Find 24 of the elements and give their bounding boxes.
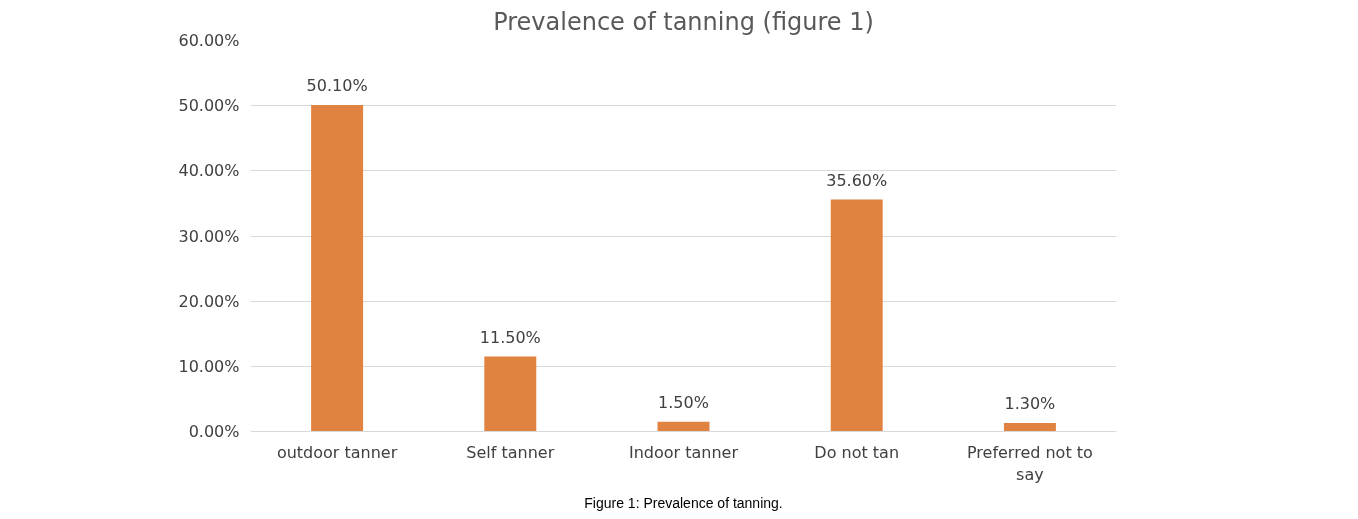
- y-tick-label: 10.00%: [178, 356, 240, 376]
- bar: [311, 105, 364, 432]
- chart-title: Prevalence of tanning (figure 1): [493, 7, 874, 36]
- bar: [484, 356, 537, 432]
- y-tick-label: 30.00%: [178, 226, 240, 246]
- bar: [830, 199, 883, 432]
- x-tick-label: outdoor tanner: [276, 442, 398, 462]
- data-label: 50.10%: [306, 76, 368, 96]
- y-tick-label: 60.00%: [178, 31, 240, 50]
- bar: [657, 421, 710, 432]
- y-tick-label: 40.00%: [178, 161, 240, 181]
- bar: [1003, 423, 1056, 432]
- y-tick-label: 0.00%: [188, 422, 240, 441]
- x-tick-label: Preferred not to say: [966, 442, 1093, 485]
- y-tick-label: 50.00%: [178, 96, 240, 116]
- data-label: 1.50%: [658, 392, 709, 412]
- data-label: 11.50%: [479, 327, 541, 347]
- data-label: 35.60%: [826, 170, 888, 190]
- x-tick-label: Indoor tanner: [628, 442, 739, 462]
- caption: Figure 1: Prevalence of tanning.: [584, 494, 783, 511]
- data-label: 1.30%: [1004, 394, 1056, 414]
- x-tick-label: Self tanner: [466, 442, 555, 462]
- x-tick-label: Do not tan: [814, 442, 900, 462]
- y-tick-label: 20.00%: [178, 291, 240, 311]
